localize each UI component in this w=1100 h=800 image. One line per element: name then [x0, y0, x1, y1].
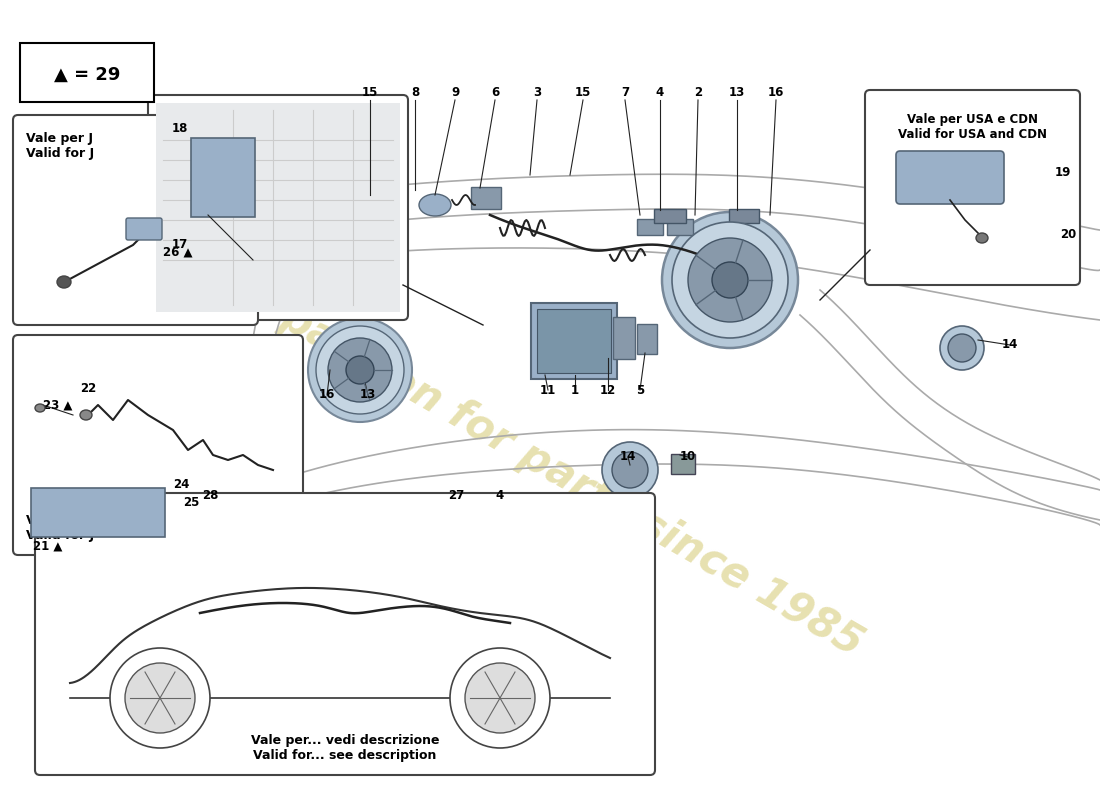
Text: 7: 7 [620, 86, 629, 98]
Text: 18: 18 [172, 122, 188, 135]
FancyBboxPatch shape [613, 317, 635, 359]
Text: Vale per J
Valid for J: Vale per J Valid for J [26, 132, 95, 160]
Circle shape [712, 262, 748, 298]
FancyBboxPatch shape [31, 488, 165, 537]
FancyBboxPatch shape [637, 219, 663, 235]
Circle shape [450, 648, 550, 748]
Text: 24: 24 [173, 478, 189, 491]
Text: 11: 11 [540, 383, 557, 397]
Text: 10: 10 [680, 450, 696, 463]
Text: 6: 6 [491, 86, 499, 98]
Circle shape [316, 326, 404, 414]
Text: 12: 12 [600, 383, 616, 397]
Text: Vale per... vedi descrizione
Valid for... see description: Vale per... vedi descrizione Valid for..… [251, 734, 439, 762]
Text: 26 ▲: 26 ▲ [163, 246, 192, 258]
FancyBboxPatch shape [20, 43, 154, 102]
Text: 2: 2 [694, 86, 702, 98]
Ellipse shape [80, 410, 92, 420]
Ellipse shape [419, 194, 451, 216]
Text: 16: 16 [319, 389, 336, 402]
FancyBboxPatch shape [537, 309, 610, 373]
Text: 22: 22 [80, 382, 96, 395]
Text: 4: 4 [656, 86, 664, 98]
Text: ▲ = 29: ▲ = 29 [54, 66, 120, 84]
FancyBboxPatch shape [531, 303, 617, 379]
Circle shape [672, 222, 788, 338]
Text: 9: 9 [451, 86, 459, 98]
Circle shape [383, 193, 407, 217]
Text: 5: 5 [636, 383, 645, 397]
FancyBboxPatch shape [654, 209, 686, 223]
FancyBboxPatch shape [865, 90, 1080, 285]
Text: Vale per USA e CDN
Valid for USA and CDN: Vale per USA e CDN Valid for USA and CDN [898, 113, 1047, 141]
Ellipse shape [366, 193, 384, 207]
Text: 14: 14 [1002, 338, 1019, 351]
FancyBboxPatch shape [13, 335, 302, 555]
FancyBboxPatch shape [126, 218, 162, 240]
Text: 28: 28 [201, 489, 218, 502]
FancyBboxPatch shape [148, 95, 408, 320]
Circle shape [948, 334, 976, 362]
Text: 23 ▲: 23 ▲ [43, 398, 73, 411]
Text: 21 ▲: 21 ▲ [33, 540, 63, 553]
Text: 15: 15 [575, 86, 591, 98]
Text: 19: 19 [1055, 166, 1071, 179]
FancyBboxPatch shape [671, 454, 695, 474]
Text: 8: 8 [411, 86, 419, 98]
FancyBboxPatch shape [896, 151, 1004, 204]
FancyBboxPatch shape [667, 219, 693, 235]
Text: 25: 25 [183, 495, 199, 509]
Text: 13: 13 [729, 86, 745, 98]
Circle shape [602, 442, 658, 498]
Text: 27: 27 [448, 489, 464, 502]
Text: 4: 4 [496, 489, 504, 502]
Text: 14: 14 [619, 450, 636, 463]
Circle shape [465, 663, 535, 733]
Circle shape [662, 212, 798, 348]
Text: 1: 1 [571, 383, 579, 397]
Circle shape [328, 338, 392, 402]
FancyBboxPatch shape [156, 103, 400, 312]
FancyBboxPatch shape [471, 187, 501, 209]
Ellipse shape [35, 404, 45, 412]
Text: 20: 20 [1060, 229, 1076, 242]
Circle shape [688, 238, 772, 322]
Circle shape [308, 318, 412, 422]
FancyBboxPatch shape [191, 138, 255, 217]
FancyBboxPatch shape [13, 115, 258, 325]
FancyBboxPatch shape [637, 324, 657, 354]
Text: 13: 13 [360, 389, 376, 402]
Circle shape [940, 326, 984, 370]
Text: 17: 17 [172, 238, 188, 251]
FancyBboxPatch shape [729, 209, 759, 223]
Text: Vale per J
Valid for J: Vale per J Valid for J [26, 514, 95, 542]
Ellipse shape [57, 276, 72, 288]
Circle shape [612, 452, 648, 488]
Circle shape [110, 648, 210, 748]
Circle shape [125, 663, 195, 733]
Text: 15: 15 [362, 86, 378, 98]
Text: 16: 16 [768, 86, 784, 98]
Ellipse shape [976, 233, 988, 243]
Text: 3: 3 [532, 86, 541, 98]
Circle shape [346, 356, 374, 384]
FancyBboxPatch shape [35, 493, 654, 775]
Text: passion for parts since 1985: passion for parts since 1985 [273, 295, 871, 665]
